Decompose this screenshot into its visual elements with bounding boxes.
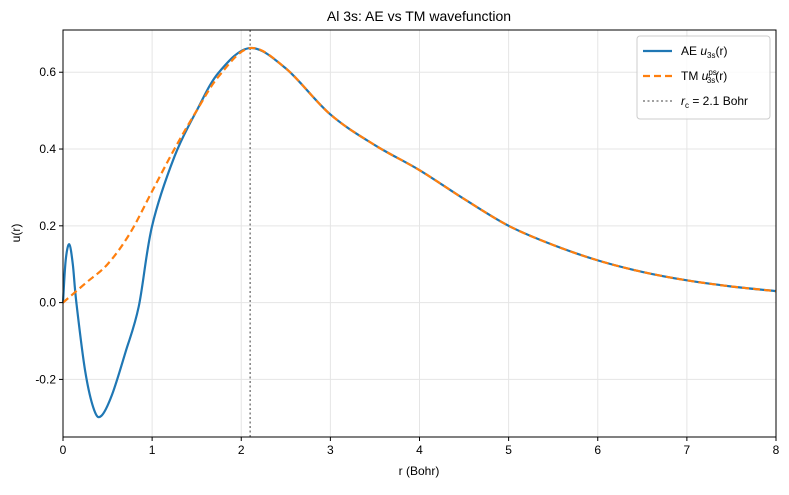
x-axis-label: r (Bohr)	[399, 464, 440, 478]
legend-prefix-text: AE	[681, 44, 700, 58]
tm-wavefunction-line	[62, 46, 777, 304]
x-tick-label: 8	[773, 443, 780, 457]
y-tick-label: 0.2	[39, 219, 56, 233]
legend: AE u3s(r)TM ups 3s(r)rc = 2.1 Bohr	[636, 35, 771, 120]
legend-sub-text: 3s	[707, 76, 715, 85]
x-tick-label: 5	[505, 443, 512, 457]
x-tick-label: 3	[327, 443, 334, 457]
y-tick-label: 0.0	[39, 296, 56, 310]
legend-sub-text: 3s	[707, 51, 715, 60]
y-tick-label: 0.4	[39, 142, 56, 156]
legend-suffix-text: = 2.1 Bohr	[689, 94, 748, 108]
x-tick-label: 7	[684, 443, 691, 457]
legend-prefix-text: TM	[681, 69, 702, 83]
x-tick-label: 4	[416, 443, 423, 457]
x-tick-label: 1	[149, 443, 156, 457]
legend-label: AE u3s(r)	[681, 44, 727, 60]
x-tick-label: 0	[60, 443, 67, 457]
legend-suffix-text: (r)	[715, 69, 727, 83]
legend-sym-text: u	[702, 69, 709, 83]
legend-sup-text: ps	[708, 68, 716, 77]
legend-label: TM ups 3s(r)	[681, 68, 727, 85]
legend-label: rc = 2.1 Bohr	[681, 94, 748, 110]
y-tick-label: 0.6	[39, 65, 56, 79]
legend-sym-text: u	[700, 44, 707, 58]
y-axis-label: u(r)	[9, 224, 23, 243]
y-tick-label: -0.2	[35, 372, 56, 386]
x-tick-label: 6	[594, 443, 601, 457]
legend-box	[636, 35, 771, 120]
legend-suffix-text: (r)	[715, 44, 727, 58]
legend-sym-text: r	[681, 94, 686, 108]
legend-sub-text: c	[685, 101, 689, 110]
chart-title: Al 3s: AE vs TM wavefunction	[327, 8, 511, 24]
x-tick-label: 2	[238, 443, 245, 457]
